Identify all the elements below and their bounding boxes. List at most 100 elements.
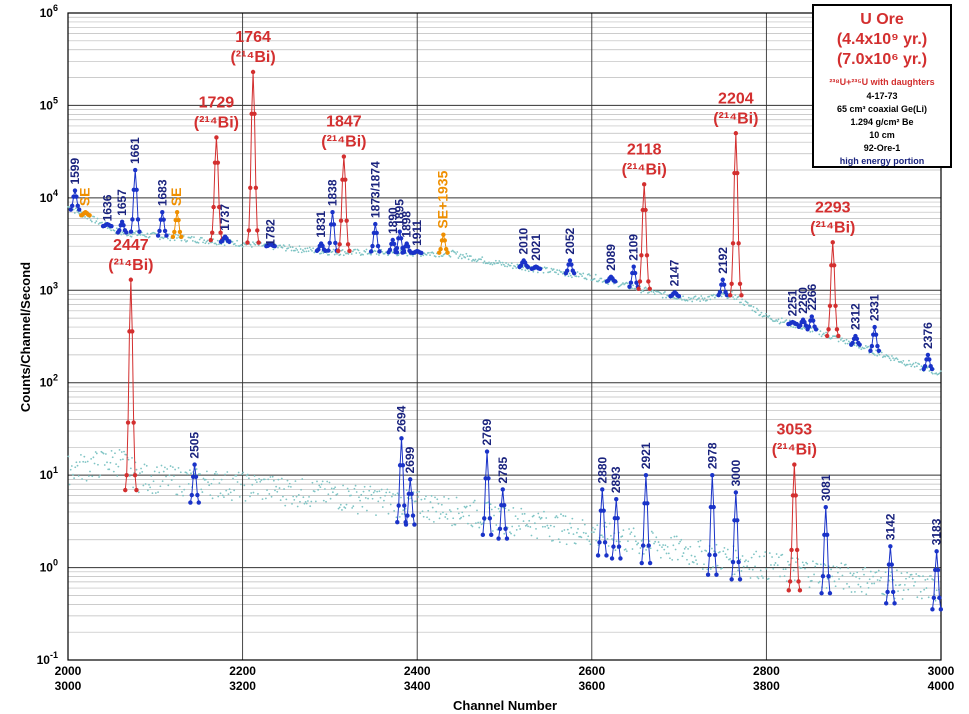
- background-point: [101, 221, 103, 224]
- background-point: [843, 339, 846, 342]
- peak-point: [714, 572, 719, 577]
- background-point: [220, 478, 223, 481]
- peak-point: [733, 131, 739, 136]
- peak-point: [128, 229, 134, 234]
- background-point: [477, 521, 480, 524]
- background-point: [575, 531, 578, 534]
- background-point: [670, 536, 672, 539]
- background-point: [634, 287, 637, 290]
- background-point: [607, 545, 610, 547]
- background-point: [339, 253, 342, 256]
- x-axis-title: Channel Number: [453, 698, 557, 713]
- background-point: [893, 359, 896, 362]
- background-point: [202, 241, 204, 244]
- peak-label: 2978: [705, 442, 719, 469]
- background-point: [923, 588, 926, 591]
- background-point: [378, 490, 381, 493]
- peak-label: 1782: [264, 219, 278, 246]
- background-point: [859, 585, 862, 588]
- background-point: [698, 297, 700, 299]
- background-point: [240, 243, 243, 246]
- background-point: [482, 261, 485, 264]
- background-point: [835, 566, 838, 568]
- peak-point: [408, 477, 413, 482]
- peak-point: [503, 526, 508, 531]
- background-point: [355, 252, 358, 254]
- background-point: [501, 261, 504, 264]
- peak-line: [246, 71, 260, 243]
- background-point: [680, 538, 683, 541]
- background-point: [836, 571, 839, 574]
- background-point: [515, 528, 518, 531]
- background-point: [754, 565, 756, 568]
- peak-point: [705, 572, 711, 577]
- background-point: [510, 532, 512, 535]
- background-point: [187, 483, 190, 485]
- peak-point: [525, 264, 531, 270]
- background-point: [342, 484, 344, 487]
- background-point: [183, 239, 186, 241]
- background-point: [328, 253, 330, 256]
- background-point: [896, 358, 899, 361]
- background-point: [395, 516, 398, 519]
- background-point: [434, 496, 436, 499]
- background-point: [702, 299, 705, 301]
- background-point: [938, 372, 941, 375]
- background-point: [260, 479, 263, 482]
- background-point: [328, 481, 331, 484]
- background-point: [625, 550, 628, 553]
- background-point: [106, 227, 109, 230]
- peak-point: [133, 167, 138, 173]
- peak-point: [569, 262, 574, 267]
- background-point: [927, 596, 930, 599]
- background-point: [712, 293, 715, 296]
- background-point: [585, 532, 587, 535]
- background-point: [521, 513, 524, 515]
- background-point: [914, 361, 917, 364]
- background-point: [476, 259, 479, 262]
- peak-point: [157, 228, 162, 234]
- peak-point: [643, 472, 649, 478]
- background-point: [640, 539, 643, 542]
- background-point: [204, 478, 207, 481]
- background-point: [866, 582, 869, 584]
- peak-point: [616, 544, 622, 549]
- background-point: [387, 512, 390, 515]
- peak-point: [344, 218, 349, 223]
- peak-point: [188, 500, 193, 505]
- background-point: [715, 543, 718, 546]
- peak-point: [571, 271, 577, 276]
- background-point: [161, 480, 164, 483]
- peak-point: [375, 243, 381, 249]
- background-point: [451, 249, 454, 252]
- background-point: [423, 252, 426, 255]
- peak-point: [162, 228, 168, 234]
- background-point: [759, 569, 762, 572]
- background-point: [347, 490, 350, 493]
- background-point: [644, 286, 647, 289]
- peak-label: 1890: [386, 207, 400, 234]
- background-point: [833, 580, 836, 583]
- background-point: [185, 471, 188, 474]
- background-point: [177, 234, 179, 237]
- background-point: [488, 261, 490, 264]
- background-point: [428, 518, 431, 521]
- peak-point: [196, 500, 201, 505]
- background-point: [838, 578, 840, 580]
- background-point: [162, 470, 165, 473]
- background-point: [716, 564, 719, 567]
- background-point: [880, 351, 883, 354]
- background-point: [129, 467, 132, 470]
- background-point: [421, 510, 424, 513]
- background-point: [76, 464, 79, 467]
- background-point: [366, 509, 368, 512]
- background-point: [86, 217, 89, 220]
- background-point: [339, 503, 342, 506]
- background-point: [307, 500, 309, 502]
- background-point: [431, 506, 434, 509]
- background-point: [227, 493, 230, 496]
- background-point: [299, 248, 302, 250]
- background-point: [456, 251, 459, 253]
- background-point: [291, 502, 293, 505]
